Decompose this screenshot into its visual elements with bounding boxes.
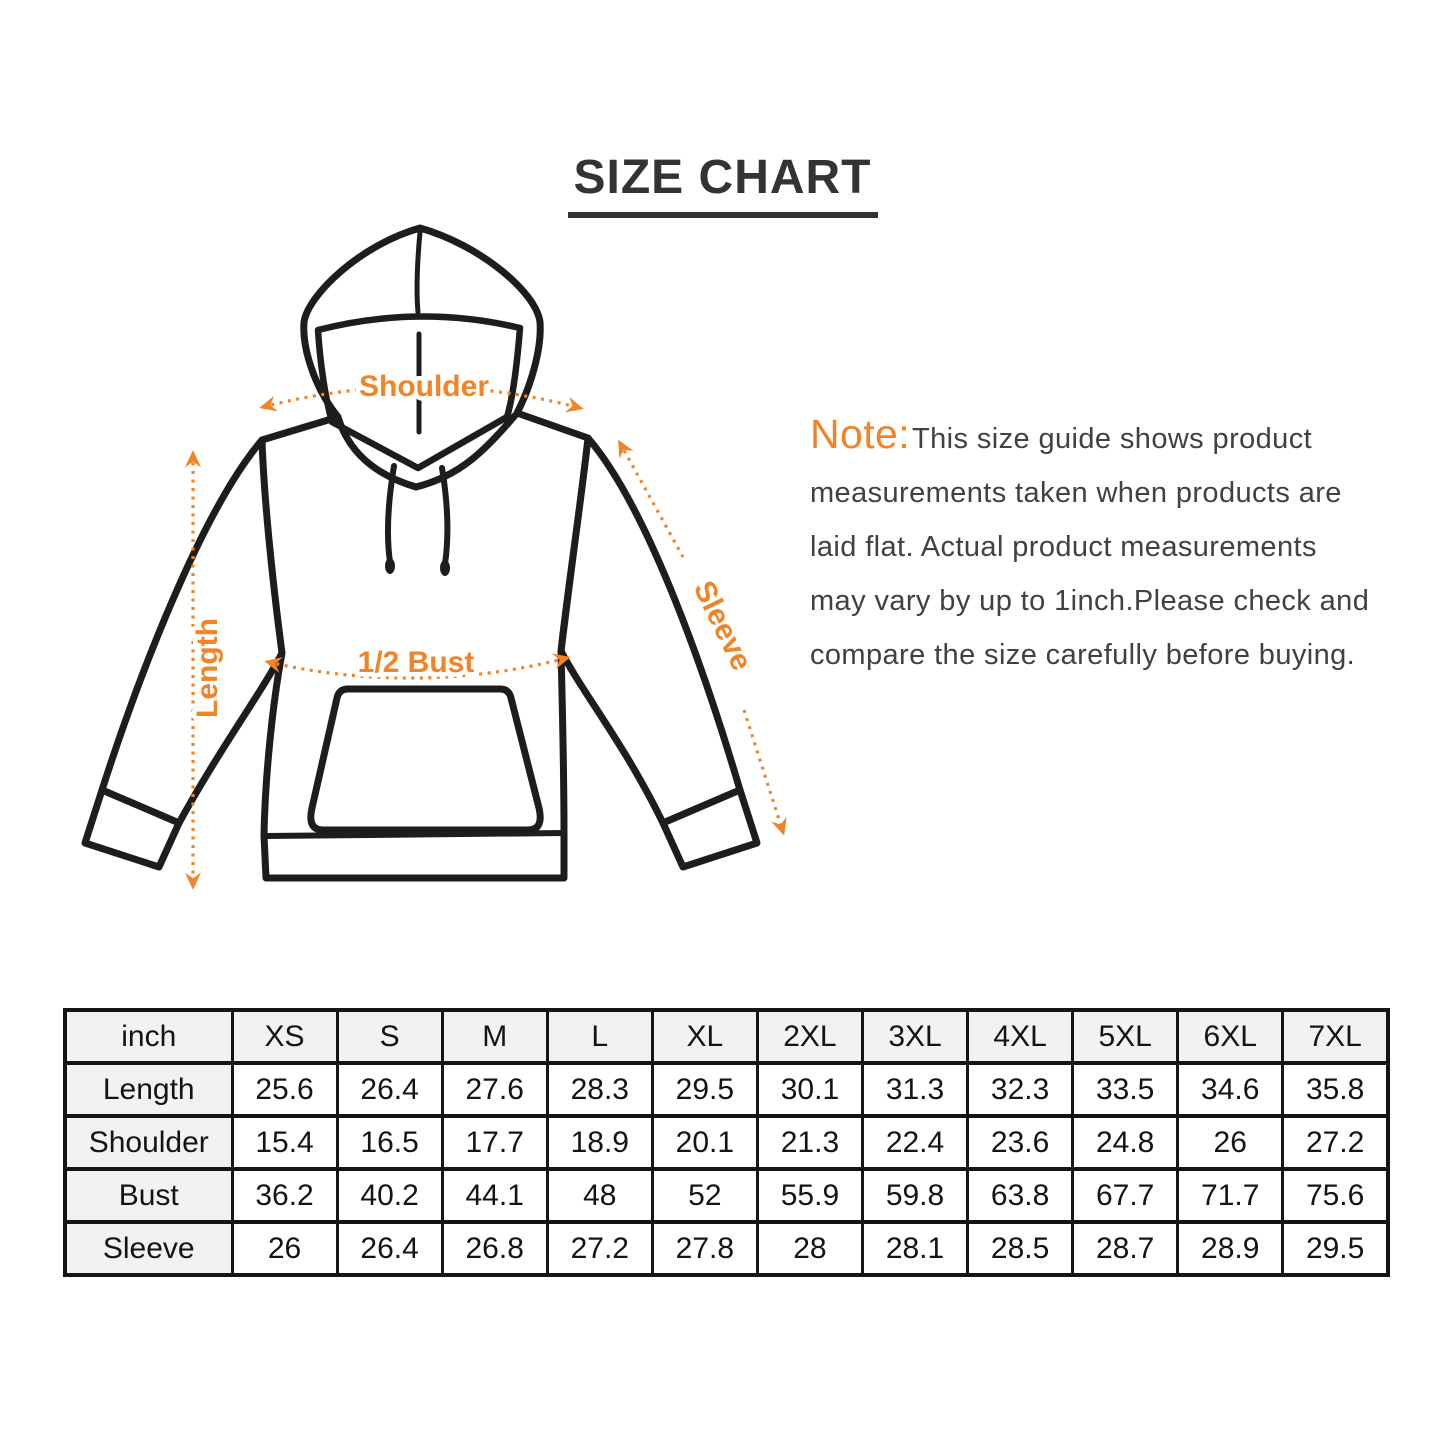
size-table-body: Length 25.6 26.4 27.6 28.3 29.5 30.1 31.3 32.3 33… <box>63 1061 1390 1277</box>
measurement-value-cell: 28 <box>755 1220 864 1277</box>
size-column-header: 7XL <box>1281 1008 1390 1065</box>
size-column-header: 3XL <box>860 1008 970 1065</box>
row-label-cell: Shoulder <box>63 1114 234 1171</box>
hoodie-drawing <box>81 224 761 882</box>
measurement-row: Length 25.6 26.4 27.6 28.3 29.5 30.1 31.3 32.3 33… <box>63 1061 1390 1118</box>
note-line: Note:This size guide shows product <box>810 407 1445 466</box>
measurement-row: Bust 36.2 40.2 44.1 48 52 55.9 59.8 63.8 67.7 71.7… <box>63 1167 1390 1224</box>
left-drawstring <box>384 463 397 565</box>
row-label-cell: Sleeve <box>63 1220 234 1277</box>
right-sleeve <box>557 434 744 827</box>
size-column-header: XL <box>650 1008 759 1065</box>
measurement-value-cell: 40.2 <box>335 1167 444 1224</box>
measurement-value-cell: 28.5 <box>966 1220 1075 1277</box>
measurement-value-cell: 29.5 <box>650 1061 759 1118</box>
measurement-value-cell: 34.6 <box>1176 1061 1285 1118</box>
hood-opening <box>314 313 524 472</box>
measurement-value-cell: 18.9 <box>545 1114 654 1171</box>
measurement-value-cell: 36.2 <box>230 1167 339 1224</box>
note-line: compare the size carefully before buying… <box>810 639 1356 671</box>
measurement-value-cell: 55.9 <box>755 1167 864 1224</box>
hood-fill <box>303 228 541 417</box>
measurement-value-cell: 35.8 <box>1281 1061 1390 1118</box>
measurement-value-cell: 52 <box>650 1167 759 1224</box>
measurement-value-cell: 26 <box>1176 1114 1285 1171</box>
measurement-value-cell: 16.5 <box>335 1114 444 1171</box>
measurement-value-cell: 17.7 <box>440 1114 549 1171</box>
measurement-value-cell: 27.2 <box>545 1220 654 1277</box>
size-column-header: 4XL <box>966 1008 1075 1065</box>
size-column-header: M <box>440 1008 549 1065</box>
measurement-value-cell: 27.2 <box>1281 1114 1390 1171</box>
size-column-header: L <box>545 1008 654 1065</box>
measurement-value-cell: 67.7 <box>1071 1167 1180 1224</box>
size-column-header: 5XL <box>1071 1008 1180 1065</box>
measurement-value-cell: 28.1 <box>860 1220 970 1277</box>
page-title: SIZE CHART <box>567 150 878 218</box>
right-drawstring <box>439 465 451 567</box>
hood-seam-top <box>414 229 423 315</box>
size-table: inch XS S M L XL 2XL 3XL 4XL 5XL 6XL 7XL Length 25.6… <box>63 1008 1390 1277</box>
shoulder-arrow <box>259 385 584 413</box>
right-drawstring-tip <box>440 560 450 576</box>
measurement-value-cell: 71.7 <box>1176 1167 1285 1224</box>
measurement-value-cell: 59.8 <box>860 1167 970 1224</box>
shoulder-label: Shoulder <box>359 370 489 403</box>
size-column-header: XS <box>230 1008 339 1065</box>
measurement-value-cell: 30.1 <box>755 1061 864 1118</box>
measurement-value-cell: 26 <box>230 1220 339 1277</box>
left-drawstring-tip <box>385 558 395 574</box>
note-label: Note: <box>810 411 910 457</box>
note-block: Note:This size guide shows product measu… <box>810 407 1445 682</box>
left-cuff <box>81 786 183 871</box>
measurement-value-cell: 32.3 <box>966 1061 1075 1118</box>
length-label: Length <box>191 618 224 718</box>
note-line: laid flat. Actual product measurements <box>810 531 1317 563</box>
row-label-cell: Length <box>63 1061 234 1118</box>
measurement-value-cell: 26.4 <box>335 1061 444 1118</box>
measurement-value-cell: 22.4 <box>860 1114 970 1171</box>
right-cuff <box>659 786 761 871</box>
hoodie-measurement-diagram: Shoulder 1/2 Bust Length Sleeve <box>81 224 787 890</box>
hood-outline <box>300 224 544 421</box>
measurement-value-cell: 25.6 <box>230 1061 339 1118</box>
measurement-value-cell: 28.3 <box>545 1061 654 1118</box>
measurement-value-cell: 21.3 <box>755 1114 864 1171</box>
size-column-header: 2XL <box>755 1008 864 1065</box>
size-table-head: inch XS S M L XL 2XL 3XL 4XL 5XL 6XL 7XL <box>63 1008 1390 1065</box>
measurement-value-cell: 20.1 <box>650 1114 759 1171</box>
measurement-row: Shoulder 15.4 16.5 17.7 18.9 20.1 21.3 22.4 23.6… <box>63 1114 1390 1171</box>
size-table-header-row: inch XS S M L XL 2XL 3XL 4XL 5XL 6XL 7XL <box>63 1008 1390 1065</box>
measurement-value-cell: 29.5 <box>1281 1220 1390 1277</box>
size-column-header: S <box>335 1008 444 1065</box>
measurement-value-cell: 33.5 <box>1071 1061 1180 1118</box>
row-label-cell: Bust <box>63 1167 234 1224</box>
note-text: This size guide shows product <box>912 423 1313 455</box>
measurement-value-cell: 15.4 <box>230 1114 339 1171</box>
note-line: may vary by up to 1inch.Please check and <box>810 585 1370 617</box>
measurement-row: Sleeve 26 26.4 26.8 27.2 27.8 28 28.1 28.5 28.7 28… <box>63 1220 1390 1277</box>
measurement-value-cell: 75.6 <box>1281 1167 1390 1224</box>
kangaroo-pocket <box>307 685 544 834</box>
measurement-value-cell: 26.4 <box>335 1220 444 1277</box>
measurement-value-cell: 26.8 <box>440 1220 549 1277</box>
note-line: measurements taken when products are <box>810 477 1342 509</box>
unit-header-cell: inch <box>63 1008 234 1065</box>
measurement-value-cell: 48 <box>545 1167 654 1224</box>
measurement-value-cell: 28.7 <box>1071 1220 1180 1277</box>
measurement-value-cell: 63.8 <box>966 1167 1075 1224</box>
measurement-value-cell: 44.1 <box>440 1167 549 1224</box>
half-bust-label: 1/2 Bust <box>358 646 475 679</box>
measurement-value-cell: 27.6 <box>440 1061 549 1118</box>
measurement-value-cell: 27.8 <box>650 1220 759 1277</box>
measurement-value-cell: 31.3 <box>860 1061 970 1118</box>
measurement-value-cell: 23.6 <box>966 1114 1075 1171</box>
measurement-value-cell: 28.9 <box>1176 1220 1285 1277</box>
measurement-value-cell: 24.8 <box>1071 1114 1180 1171</box>
size-column-header: 6XL <box>1176 1008 1285 1065</box>
